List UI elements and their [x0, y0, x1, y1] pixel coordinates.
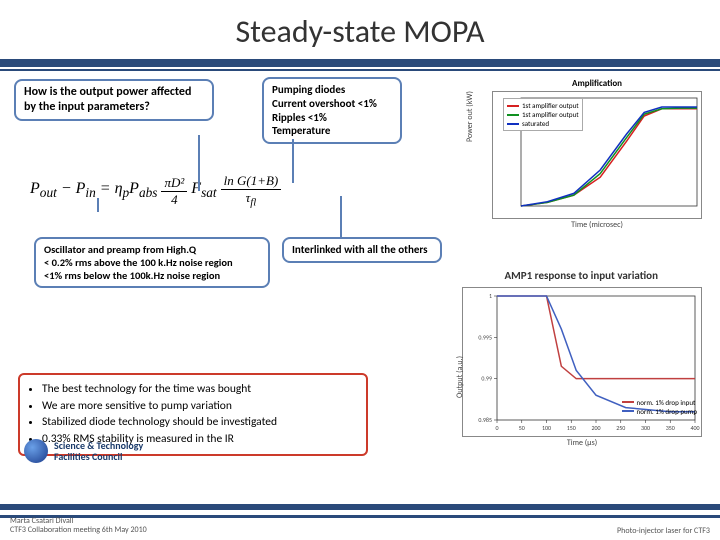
chart1-xlabel: Time (microsec)	[493, 220, 701, 230]
svg-text:1: 1	[489, 292, 492, 300]
question-callout: How is the output power affected by the …	[14, 79, 214, 121]
legend-item: norm. 1% drop input	[637, 398, 696, 407]
svg-text:350: 350	[666, 424, 675, 432]
svg-text:300: 300	[641, 424, 650, 432]
chart2-title: AMP1 response to input variation	[504, 269, 658, 282]
chart2-ylabel: Output (a.u.)	[455, 318, 465, 398]
osc-l1: Oscillator and preamp from High.Q	[44, 243, 260, 256]
footer-event: CTF3 Collaboration meeting 6th May 2010	[10, 526, 147, 536]
legend-item: saturated	[522, 119, 549, 128]
pump-l4: Temperature	[272, 124, 392, 138]
content-area: How is the output power affected by the …	[0, 71, 720, 501]
amp-response-chart: 0501001502002503003504000.9850.990.9951 …	[462, 287, 702, 437]
arrow	[340, 196, 342, 238]
svg-text:100: 100	[542, 424, 551, 432]
svg-text:0.99: 0.99	[481, 375, 492, 383]
osc-l3: <1% rms below the 100k.Hz noise region	[44, 269, 260, 282]
slide-title: Steady-state MOPA	[0, 0, 720, 59]
pump-l1: Pumping diodes	[272, 83, 392, 97]
svg-text:250: 250	[616, 424, 625, 432]
chart1-legend: 1st amplifier output 1st amplifier outpu…	[503, 98, 583, 131]
footer-bar-1	[0, 504, 720, 510]
arrow	[292, 139, 294, 183]
interlinked-callout: Interlinked with all the others	[282, 237, 442, 263]
bullet: The best technology for the time was bou…	[42, 381, 358, 398]
footer-right: Photo-injector laser for CTF3	[617, 526, 710, 536]
pump-callout: Pumping diodes Current overshoot <1% Rip…	[262, 77, 402, 144]
legend-item: norm. 1% drop pump	[637, 407, 697, 416]
svg-text:400: 400	[690, 424, 699, 432]
svg-text:150: 150	[567, 424, 576, 432]
legend-item: 1st amplifier output	[522, 101, 579, 110]
chart1-ylabel: Power out (kW)	[465, 62, 475, 142]
divider-bar-thick	[0, 59, 720, 67]
legend-item: 1st amplifier output	[522, 110, 579, 119]
chart2-xlabel: Time (μs)	[463, 438, 701, 448]
pump-l2: Current overshoot <1%	[272, 97, 392, 111]
arrow	[97, 198, 99, 212]
osc-l2: < 0.2% rms above the 100 k.Hz noise regi…	[44, 256, 260, 269]
amplification-chart: Amplification Time (microsec) Power out …	[492, 91, 702, 219]
stfc-logo: Science & Technology Facilities Council	[24, 439, 143, 463]
svg-text:0.995: 0.995	[478, 333, 492, 341]
svg-text:50: 50	[519, 424, 525, 432]
svg-text:0.985: 0.985	[478, 416, 492, 424]
logo-text-2: Facilities Council	[54, 451, 143, 462]
pump-l3: Ripples <1%	[272, 111, 392, 125]
footer-left: Marta Csatari Divall CTF3 Collaboration …	[10, 517, 147, 536]
svg-text:0: 0	[495, 424, 498, 432]
chart2-legend: norm. 1% drop input norm. 1% drop pump	[622, 398, 697, 416]
bullet: Stabilized diode technology should be in…	[42, 414, 358, 431]
svg-text:200: 200	[591, 424, 600, 432]
arrow	[198, 135, 200, 191]
equation: Pout − Pin = ηpPabs πD²4 Fsat ln G(1+B)τ…	[30, 169, 430, 213]
logo-mark	[24, 439, 48, 463]
bullet: We are more sensitive to pump variation	[42, 398, 358, 415]
chart1-title: Amplification	[493, 78, 701, 89]
oscillator-callout: Oscillator and preamp from High.Q < 0.2%…	[34, 237, 270, 288]
